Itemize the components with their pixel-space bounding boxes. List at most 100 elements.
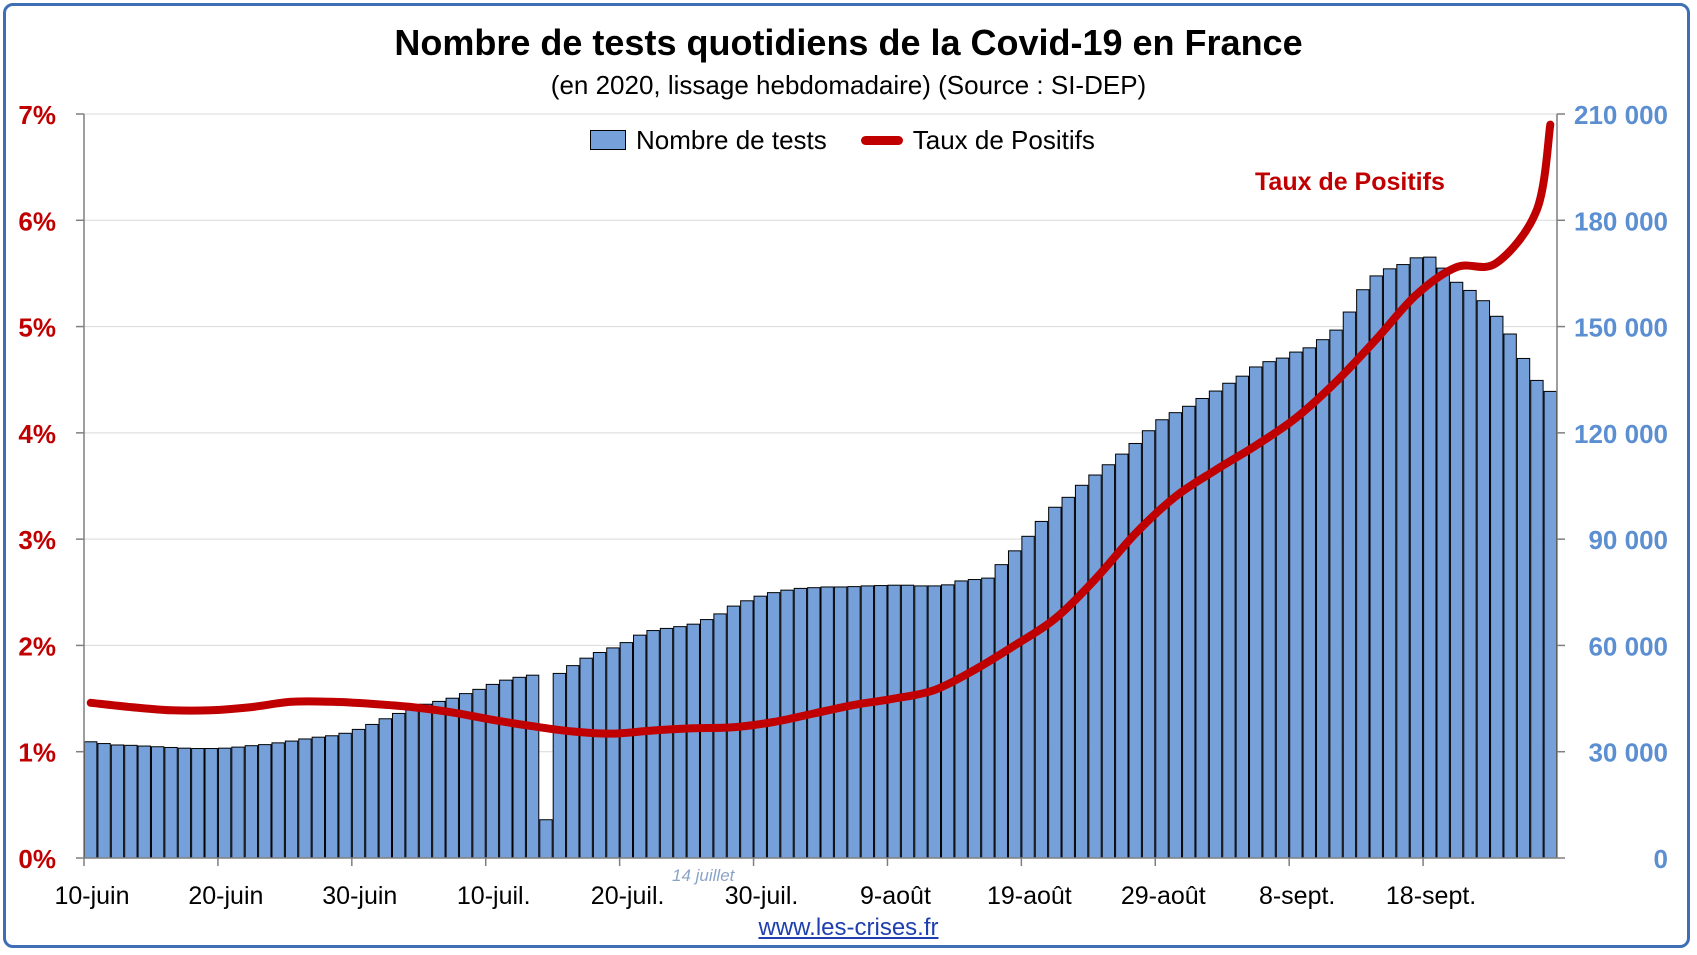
y-left-tick-label: 6% [18, 206, 56, 236]
legend: Nombre de tests Taux de Positifs [590, 124, 1095, 156]
bar [432, 700, 446, 859]
bar [981, 577, 995, 859]
line-layer [86, 120, 1555, 738]
y-left-tick-label: 7% [18, 100, 56, 130]
axes-layer [76, 113, 1565, 866]
bar [258, 744, 272, 859]
bar [860, 585, 875, 859]
x-tick-label: 10-juin [54, 882, 129, 910]
bar [1436, 267, 1450, 859]
bar [1034, 520, 1049, 859]
y-left-tick-label: 1% [18, 738, 56, 768]
y-left-tick-label: 2% [18, 631, 56, 661]
bar [1128, 442, 1142, 859]
y-left-tick-label: 3% [18, 525, 56, 555]
bar [1195, 397, 1209, 859]
x-tick-label: 30-juil. [725, 882, 799, 910]
bar [1115, 453, 1129, 859]
x-tick-label: 20-juin [188, 882, 263, 910]
bar [833, 586, 848, 859]
chart-frame [3, 3, 1690, 948]
bar [177, 747, 192, 859]
bar [673, 626, 687, 859]
bar [847, 586, 861, 859]
y-right-tick-label: 210 000 [1574, 100, 1668, 130]
x-tick-label: 30-juin [322, 882, 397, 910]
bar [1061, 496, 1075, 859]
bar [191, 748, 205, 859]
bar [204, 748, 218, 859]
legend-swatch-bars [590, 130, 626, 150]
bar [994, 564, 1008, 859]
y-right-tick-label: 60 000 [1588, 631, 1668, 661]
bar [1409, 257, 1424, 859]
bar [1463, 289, 1477, 859]
bar [1342, 311, 1357, 859]
bar [1423, 256, 1437, 859]
bar [298, 738, 312, 859]
bar [726, 605, 741, 859]
gap-annotation: 14 juillet [672, 866, 735, 885]
y-right-tick-label: 90 000 [1588, 525, 1668, 555]
bar [820, 586, 834, 859]
y-left-tick-label: 5% [18, 313, 56, 343]
chart-subtitle: (en 2020, lissage hebdomadaire) (Source … [550, 70, 1147, 100]
source-link[interactable]: www.les-crises.fr [758, 914, 939, 941]
bar [1396, 264, 1410, 859]
tick-labels-layer: 0% 0 1% 30 000 2% 60 000 3% 90 000 4% 120 000 5% 15… [18, 100, 1668, 910]
legend-swatch-line [860, 135, 903, 145]
bar [244, 745, 259, 859]
bar [1155, 419, 1169, 859]
bar [1289, 351, 1303, 859]
chart-title: Nombre de tests quotidiens de la Covid-1… [394, 22, 1303, 63]
bar [914, 585, 928, 859]
bar [1503, 333, 1517, 859]
bar [164, 746, 178, 859]
y-right-tick-label: 0 [1654, 844, 1668, 874]
bar [445, 697, 459, 859]
bar [592, 652, 607, 859]
bar [659, 627, 674, 859]
bar [217, 747, 232, 859]
bar [1074, 484, 1089, 859]
bar [900, 584, 915, 859]
bar [418, 703, 433, 859]
bar [1476, 300, 1491, 859]
bar [325, 735, 339, 859]
bar [633, 634, 647, 859]
x-tick-label: 10-juil. [457, 882, 531, 910]
bar [391, 712, 406, 859]
y-right-tick-label: 30 000 [1588, 738, 1668, 768]
bar [967, 579, 982, 859]
bar [1315, 339, 1330, 859]
bar [1329, 329, 1343, 859]
bar [150, 746, 165, 859]
bar [579, 657, 593, 859]
bar [1530, 379, 1544, 859]
x-tick-label: 20-juil. [591, 882, 665, 910]
bar [97, 743, 111, 859]
bar [1222, 382, 1236, 859]
bar [1182, 405, 1196, 859]
bar [1382, 268, 1397, 859]
bar [954, 580, 968, 859]
bar [351, 728, 366, 859]
bar [887, 584, 901, 859]
bar [1101, 464, 1116, 859]
bar [137, 745, 151, 859]
bar [338, 732, 352, 859]
bar [271, 742, 285, 859]
bar [499, 679, 513, 859]
bar [1021, 535, 1035, 859]
y-right-tick-label: 120 000 [1574, 419, 1668, 449]
y-left-tick-label: 4% [18, 419, 56, 449]
bar [606, 647, 620, 859]
legend-label-bars: Nombre de tests [636, 124, 827, 155]
y-left-tick-label: 0% [18, 844, 56, 874]
x-tick-label: 19-août [987, 882, 1072, 910]
bar [699, 619, 714, 859]
bar [1543, 390, 1558, 859]
bar [311, 736, 326, 859]
bar [927, 585, 942, 859]
series-line-taux-de-positifs [86, 120, 1555, 738]
